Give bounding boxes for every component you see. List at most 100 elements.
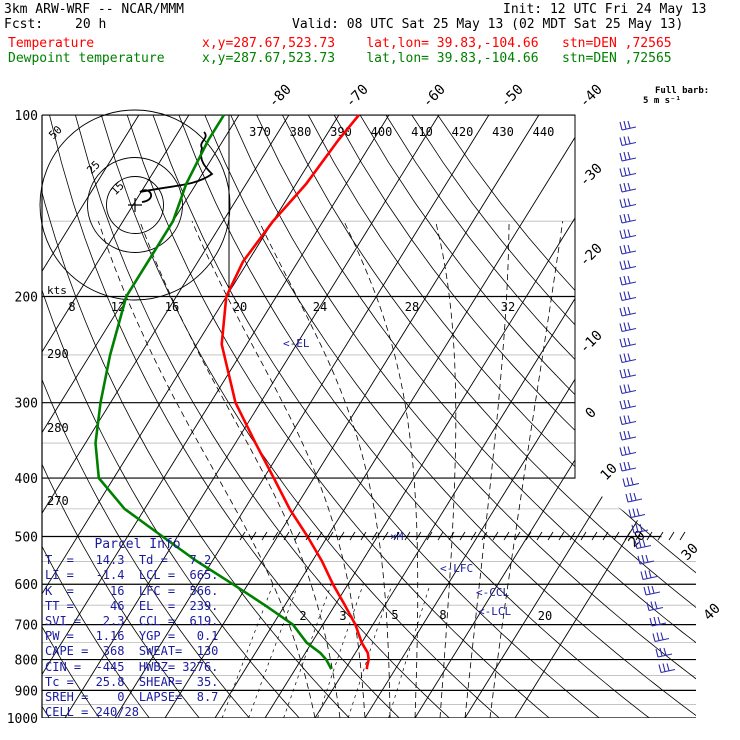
wind-barb (619, 167, 637, 178)
isotherm-label: 10 (598, 461, 621, 484)
parcel-info-panel: Parcel Info T = 14.3 Td = 7.2 LI = -1.4 … (45, 537, 230, 725)
barb-tick-mark (613, 531, 620, 541)
dry-adiabat-line (42, 115, 350, 718)
mixing-ratio-label: 8 (68, 300, 75, 314)
dry-adiabat-label: 290 (47, 347, 69, 361)
parcel-info-title: Parcel Info (94, 537, 181, 552)
valid-time: Valid: 08 UTC Sat 25 May 13 (02 MDT Sat … (292, 17, 684, 32)
parcel-info-row: Tc = 25.8 SHEAR= 35. (45, 674, 219, 689)
barb-tick-mark (316, 531, 323, 541)
parcel-info-row: CAPE = 368 SWEAT= 130 (45, 644, 219, 659)
dry-adiabat-line (230, 115, 696, 718)
barb-tick-mark (547, 531, 554, 541)
isotherm-line (114, 115, 490, 718)
wind-barb (619, 337, 637, 348)
wind-barb (619, 415, 637, 426)
isotherm-label: -70 (343, 82, 372, 111)
dry-adiabat-line (100, 115, 500, 718)
barb-tick-mark (272, 531, 279, 541)
dry-adiabat-line (359, 115, 696, 718)
barb-tick-mark (514, 531, 521, 541)
wind-barb (619, 368, 637, 379)
barb-tick-mark (437, 531, 444, 541)
pressure-tick-label: 200 (15, 291, 38, 306)
barb-tick-mark (635, 531, 642, 541)
wind-barb (619, 384, 637, 395)
mixing-ratio-line (283, 584, 332, 718)
dry-adiabat-line (333, 115, 696, 718)
theta-label: 410 (411, 125, 433, 139)
legend-dewpoint-info: x,y=287.67,523.73 lat,lon= 39.83,-104.66… (202, 51, 672, 66)
annotation-m: ×M (390, 530, 404, 543)
low-mixing-ratio-label: 2 (299, 609, 306, 623)
moist-adiabat-line (489, 221, 564, 718)
theta-label: 370 (249, 125, 271, 139)
isotherm-label: -30 (577, 161, 606, 190)
wind-barb (619, 260, 637, 271)
isotherm-line (42, 115, 290, 718)
barb-legend-title: Full barb: (655, 86, 710, 96)
isotherm-line (42, 115, 240, 718)
wind-barb (619, 291, 637, 302)
mixing-ratio-label: 16 (165, 300, 179, 314)
hodograph-origin (128, 198, 142, 212)
barb-tick-mark (679, 531, 686, 541)
isotherm-label: -50 (498, 82, 527, 111)
barb-tick-mark (415, 531, 422, 541)
barb-tick-mark (404, 531, 411, 541)
pressure-tick-label: 400 (15, 472, 38, 487)
diagram-frame (42, 114, 576, 478)
theta-label: 440 (533, 125, 555, 139)
moist-adiabat-line (343, 221, 419, 718)
parcel-info-row: LI = -1.4 LCL = 665. (45, 568, 219, 583)
theta-label: 400 (371, 125, 393, 139)
isotherm-line (42, 115, 190, 718)
wind-barb (625, 492, 643, 503)
wind-barb (619, 306, 637, 317)
barb-tick-mark (668, 531, 675, 541)
legend-temperature-label: Temperature (8, 36, 95, 51)
barb-tick-mark (294, 531, 301, 541)
wind-barb (619, 430, 637, 441)
hodograph-ring (87, 157, 183, 253)
dry-adiabat-line (49, 115, 400, 718)
pressure-tick-label: 500 (15, 530, 38, 545)
forecast-hour: 20 h (75, 17, 107, 32)
wind-barb (619, 322, 637, 333)
mixing-ratio-line (347, 584, 393, 718)
barb-tick-mark (349, 531, 356, 541)
dry-adiabat-line (385, 115, 696, 718)
barb-tick-mark (393, 531, 400, 541)
moist-adiabat-line (97, 221, 316, 718)
wind-barb (652, 632, 670, 643)
barb-tick-mark (250, 531, 257, 541)
barb-tick-mark (646, 531, 653, 541)
barb-tick-mark (657, 531, 664, 541)
pressure-tick-label: 1000 (7, 712, 38, 727)
low-mixing-ratio-label: 8 (439, 608, 446, 622)
parcel-info-row: SVI = 2.3 CCL = 619. (45, 614, 219, 629)
barb-tick-mark (481, 531, 488, 541)
wind-barb (619, 244, 637, 255)
parcel-info-row: CIN = -445 HWBZ= 3276. (45, 659, 219, 674)
isotherm-line (264, 115, 640, 718)
barb-legend-unit: 5 m s⁻¹ (643, 96, 681, 106)
barb-tick-mark (426, 531, 433, 541)
wind-barb (619, 151, 637, 162)
annotation-el: <-EL (283, 337, 310, 350)
isotherm-line (214, 115, 590, 718)
dry-adiabat-line (204, 115, 696, 718)
barb-tick-mark (503, 531, 510, 541)
hodograph-ring-label: 50 (46, 123, 65, 142)
hodograph-ring-label: 15 (108, 179, 127, 198)
isotherm-label: -80 (266, 82, 295, 111)
barb-tick-mark (360, 531, 367, 541)
parcel-info-row: CELL = 240/28 (45, 705, 139, 720)
wind-barb (655, 647, 673, 658)
wind-barb (622, 477, 640, 488)
profile-dewpoint-temperature (94, 114, 333, 670)
isotherm-line (42, 115, 390, 718)
wind-barb (619, 399, 637, 410)
wind-barb (640, 570, 658, 581)
pressure-tick-label: 300 (15, 397, 38, 412)
